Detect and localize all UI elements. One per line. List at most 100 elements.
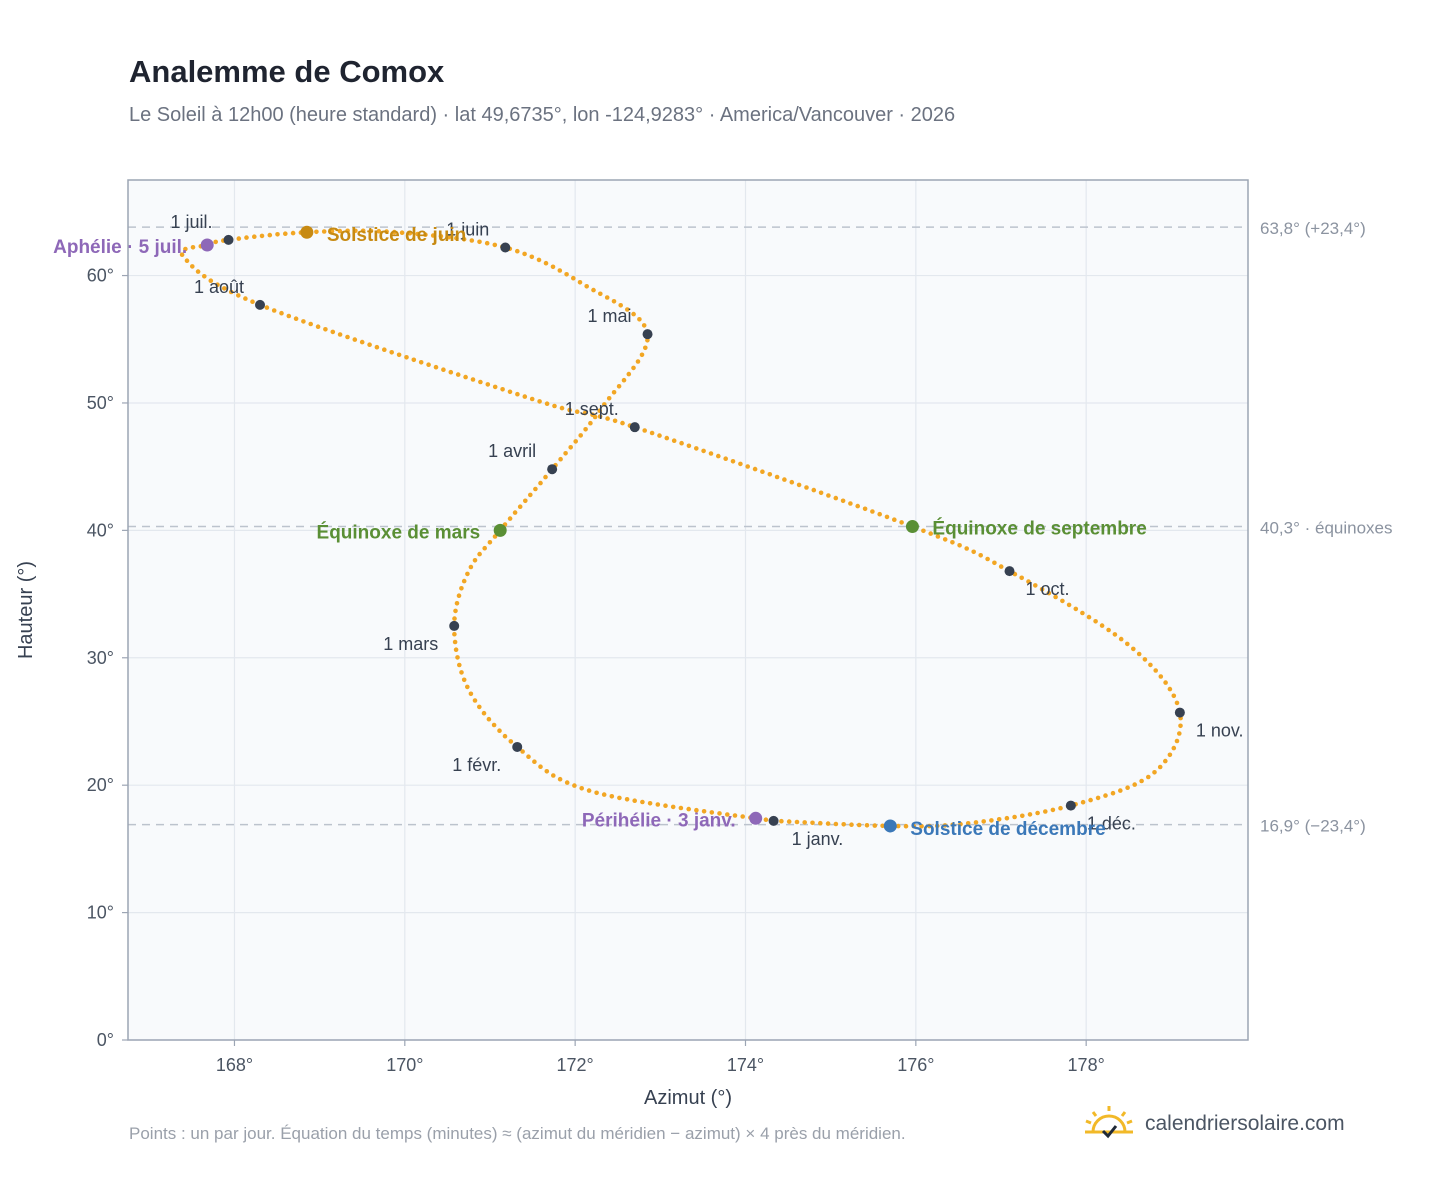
day-point: [1146, 774, 1151, 780]
day-point: [522, 394, 528, 399]
day-point: [740, 814, 745, 819]
day-point: [438, 234, 444, 239]
day-point: [485, 382, 491, 387]
day-point: [453, 647, 459, 652]
day-point: [1012, 814, 1017, 820]
month-label: 1 mars: [383, 634, 438, 654]
day-point: [558, 456, 563, 462]
day-point: [864, 823, 870, 828]
month-label: 1 août: [194, 277, 244, 297]
day-point: [606, 396, 612, 401]
day-point: [796, 482, 802, 488]
day-point: [399, 230, 405, 235]
day-point: [631, 311, 636, 317]
day-point: [611, 390, 617, 395]
day-point: [461, 578, 467, 584]
day-point: [337, 332, 343, 337]
day-point: [958, 821, 963, 827]
day-point: [942, 823, 948, 828]
day-point: [441, 367, 446, 373]
day-point: [384, 229, 389, 234]
day-point: [591, 287, 596, 293]
day-point: [582, 410, 588, 416]
day-point: [927, 823, 932, 829]
month-label: 1 sept.: [565, 399, 619, 419]
day-point: [992, 560, 997, 566]
event-marker: [200, 238, 214, 252]
day-point: [243, 296, 248, 301]
day-point: [389, 350, 395, 355]
day-point: [1050, 807, 1056, 813]
day-point: [374, 344, 380, 350]
day-point: [880, 823, 885, 829]
day-point: [1095, 795, 1101, 801]
day-point: [578, 433, 583, 438]
day-point: [1080, 610, 1085, 616]
day-point: [487, 540, 493, 545]
month-marker: [449, 620, 460, 631]
day-point: [491, 722, 497, 728]
month-marker: [1174, 707, 1185, 718]
day-point: [732, 813, 738, 818]
month-label: 1 oct.: [1026, 579, 1070, 599]
y-tick-label: 20°: [87, 775, 114, 795]
day-point: [286, 313, 292, 319]
day-point: [760, 469, 765, 475]
day-point: [184, 258, 190, 264]
chart-title: Analemme de Comox: [129, 54, 445, 89]
day-point: [452, 639, 458, 645]
day-point: [195, 269, 201, 274]
day-point: [1131, 646, 1136, 652]
day-point: [620, 420, 625, 426]
reference-line-label: 16,9° (−23,4°): [1260, 817, 1366, 836]
day-point: [921, 528, 926, 534]
month-marker: [642, 329, 653, 340]
day-point: [283, 231, 288, 236]
day-point: [1171, 693, 1177, 699]
day-point: [717, 811, 722, 816]
day-point: [763, 817, 769, 822]
day-point: [604, 295, 610, 300]
month-marker: [547, 464, 558, 475]
day-point: [849, 822, 854, 827]
day-point: [635, 359, 641, 364]
day-point: [745, 464, 750, 469]
day-point: [1158, 674, 1164, 679]
day-point: [250, 299, 255, 305]
day-point: [472, 698, 478, 703]
day-point: [856, 822, 862, 828]
day-point: [786, 819, 792, 824]
day-point: [492, 242, 498, 248]
day-point: [919, 823, 924, 829]
day-point: [612, 418, 618, 424]
event-label: Solstice de décembre: [910, 819, 1105, 840]
chart-subtitle: Le Soleil à 12h00 (heure standard) · lat…: [129, 104, 956, 126]
day-point: [1132, 782, 1137, 787]
day-point: [1148, 662, 1153, 668]
day-point: [1035, 810, 1040, 816]
day-point: [415, 231, 420, 237]
day-point: [536, 257, 542, 263]
day-point: [376, 228, 382, 234]
month-label: 1 juil.: [170, 212, 212, 232]
day-point: [301, 319, 306, 324]
day-point: [978, 553, 983, 558]
x-tick-label: 176°: [897, 1055, 934, 1075]
y-tick-label: 30°: [87, 648, 114, 668]
day-point: [1136, 651, 1142, 657]
day-point: [601, 792, 607, 797]
day-point: [840, 498, 846, 504]
day-point: [267, 232, 273, 238]
day-point: [433, 364, 439, 370]
day-point: [892, 517, 897, 522]
day-point: [537, 399, 542, 404]
day-point: [935, 534, 941, 539]
day-point: [308, 321, 314, 327]
day-point: [571, 275, 576, 281]
day-point: [426, 362, 431, 368]
day-point: [552, 403, 557, 409]
brand[interactable]: calendriersolaire.com: [1083, 1104, 1345, 1144]
day-point: [965, 821, 971, 826]
day-point: [1019, 575, 1024, 581]
day-point: [360, 228, 366, 234]
